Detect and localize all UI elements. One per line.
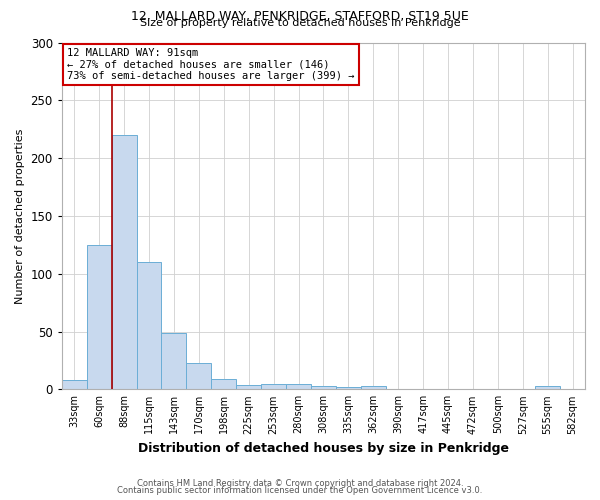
Bar [62, 380, 87, 390]
Bar [535, 386, 560, 390]
Bar [311, 386, 336, 390]
Bar [137, 262, 161, 390]
Bar [336, 387, 361, 390]
Bar [211, 379, 236, 390]
Bar [286, 384, 311, 390]
Bar [361, 386, 386, 390]
Bar [187, 362, 211, 390]
Bar [87, 245, 112, 390]
Bar [261, 384, 286, 390]
Text: Contains public sector information licensed under the Open Government Licence v3: Contains public sector information licen… [118, 486, 482, 495]
X-axis label: Distribution of detached houses by size in Penkridge: Distribution of detached houses by size … [138, 442, 509, 455]
Bar [236, 384, 261, 390]
Text: Size of property relative to detached houses in Penkridge: Size of property relative to detached ho… [140, 18, 460, 28]
Text: Contains HM Land Registry data © Crown copyright and database right 2024.: Contains HM Land Registry data © Crown c… [137, 478, 463, 488]
Bar [161, 332, 187, 390]
Text: 12, MALLARD WAY, PENKRIDGE, STAFFORD, ST19 5UE: 12, MALLARD WAY, PENKRIDGE, STAFFORD, ST… [131, 10, 469, 23]
Text: 12 MALLARD WAY: 91sqm
← 27% of detached houses are smaller (146)
73% of semi-det: 12 MALLARD WAY: 91sqm ← 27% of detached … [67, 48, 355, 81]
Y-axis label: Number of detached properties: Number of detached properties [15, 128, 25, 304]
Bar [112, 135, 137, 390]
